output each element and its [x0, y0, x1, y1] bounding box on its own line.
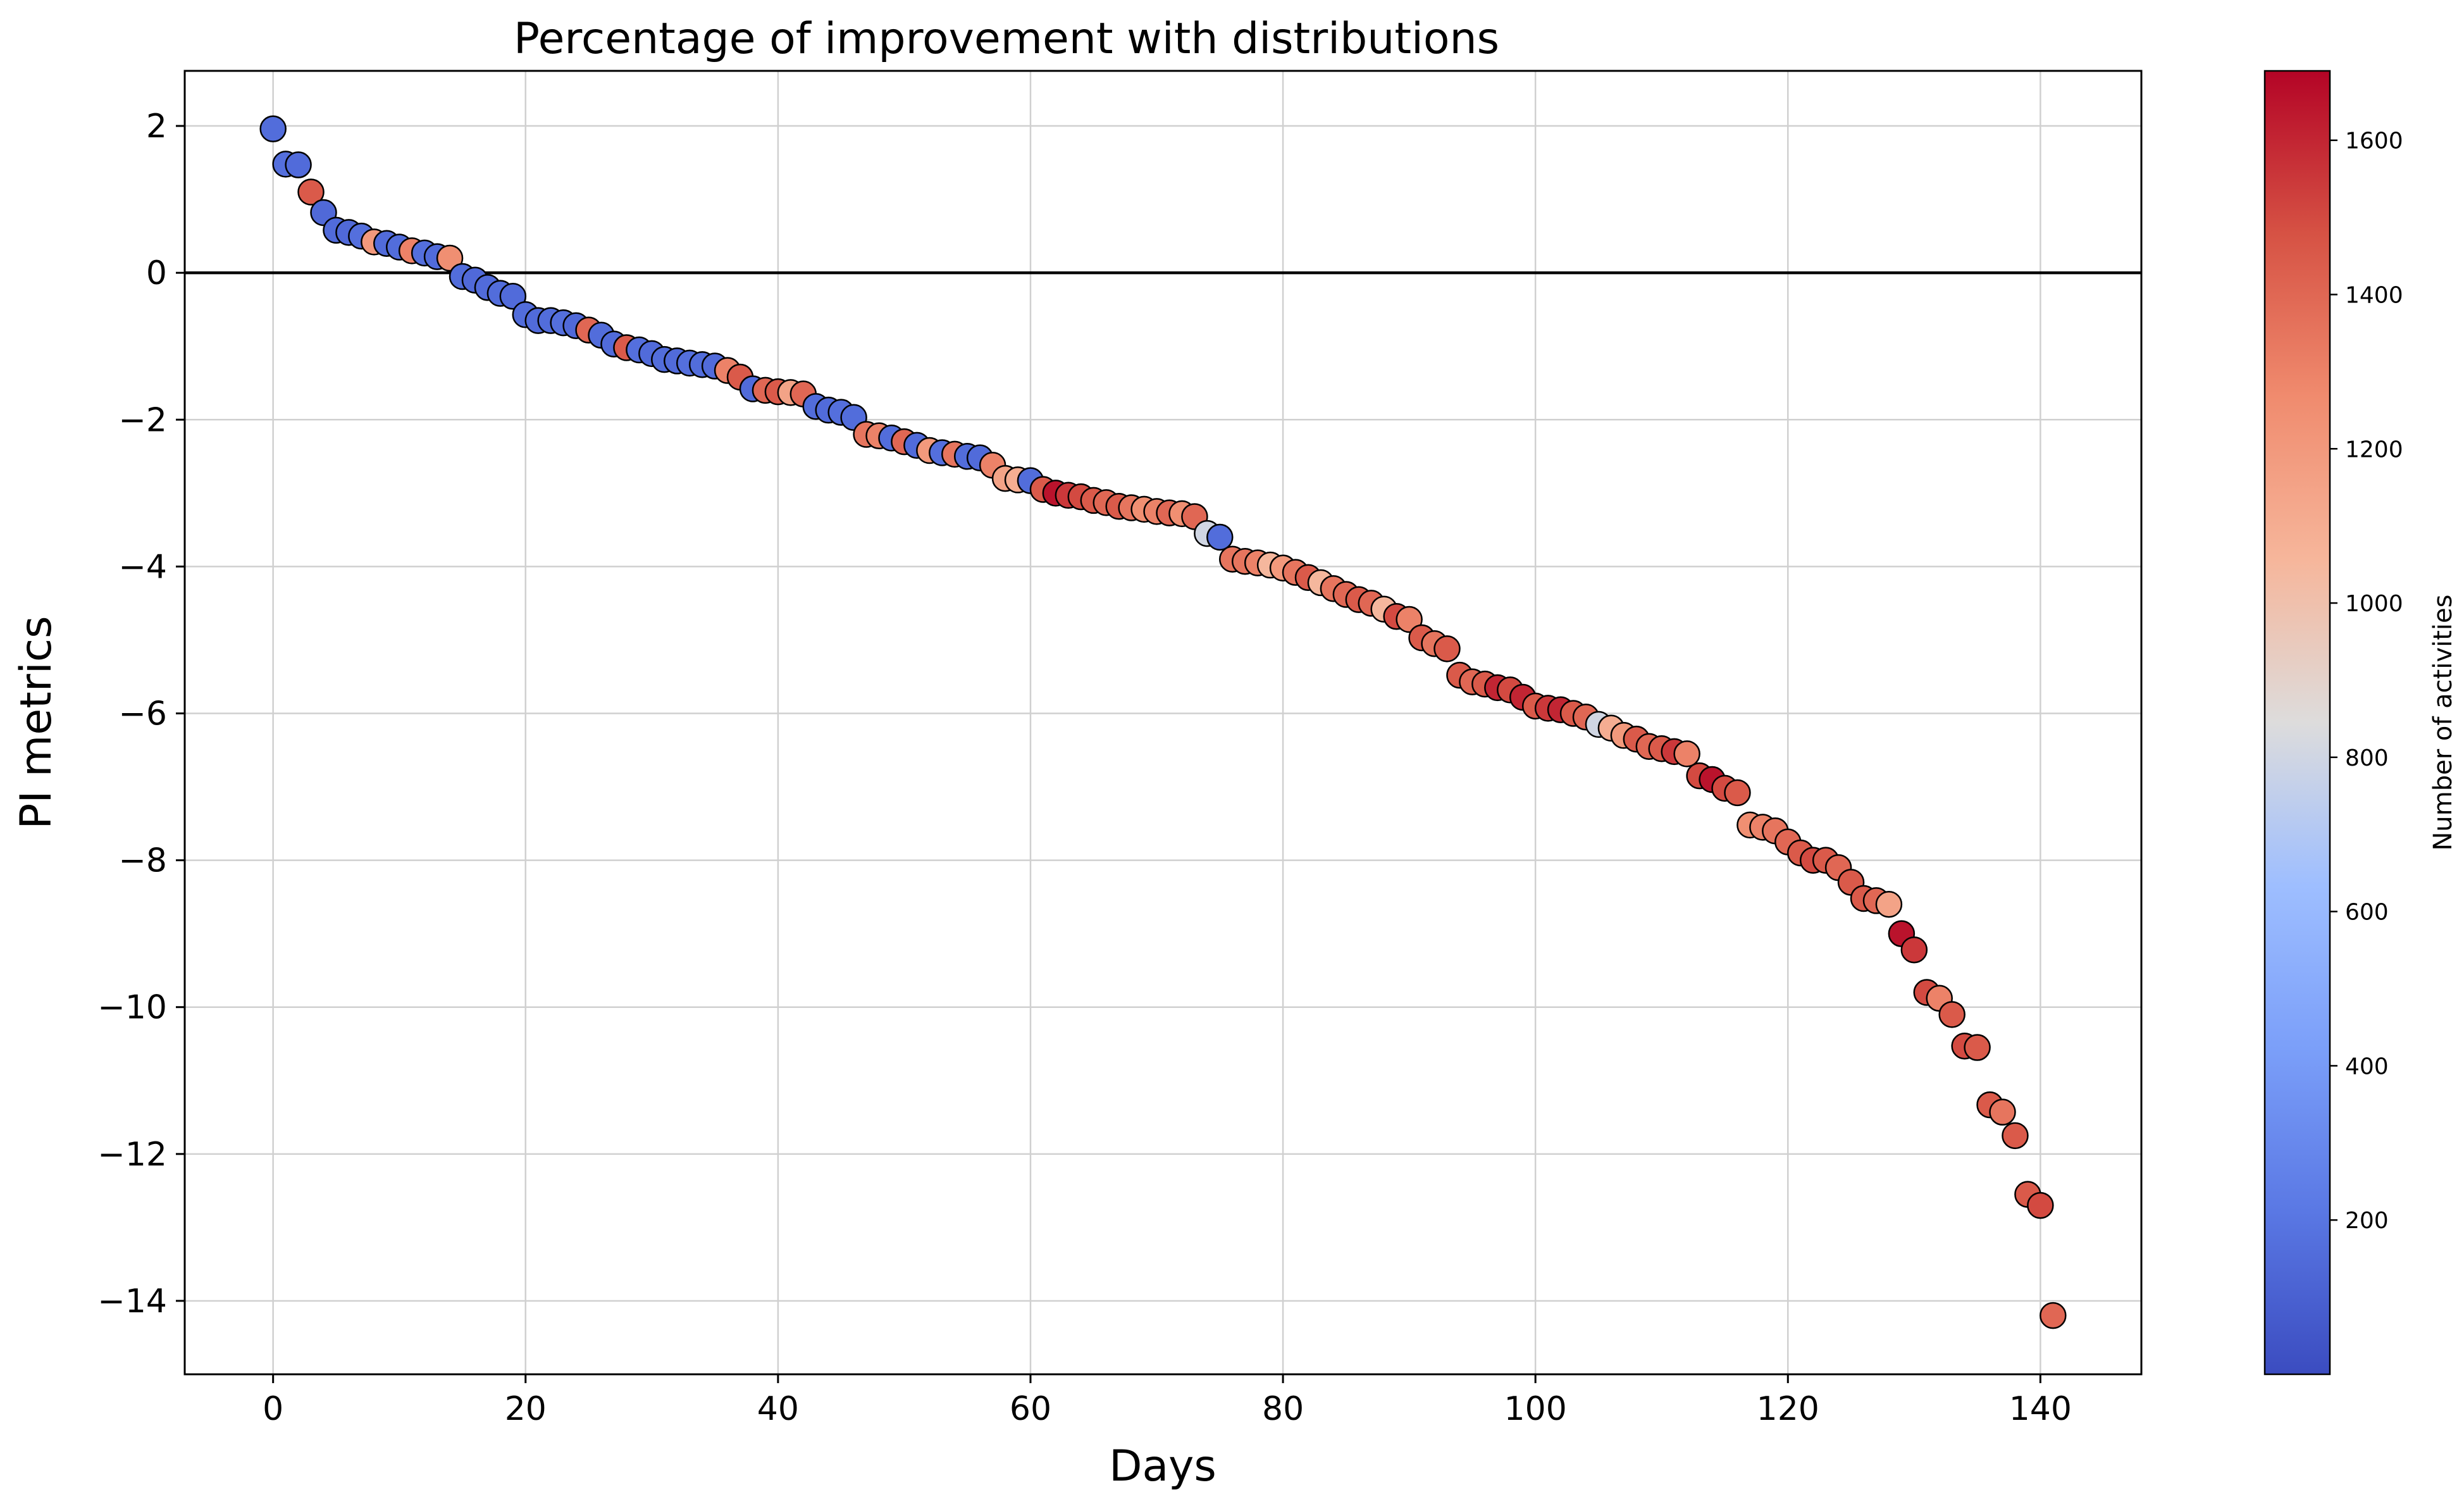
colorbar — [2263, 70, 2331, 1376]
data-point — [1964, 1034, 1991, 1061]
colorbar-label: Number of activities — [2429, 595, 2458, 851]
data-point — [297, 178, 325, 206]
gridlines — [185, 71, 2141, 1374]
colorbar-tick-label: 1000 — [2345, 591, 2403, 617]
data-point — [436, 244, 464, 272]
y-tick-label: −4 — [118, 548, 167, 586]
data-point — [285, 151, 312, 178]
data-point — [1900, 936, 1928, 964]
data-point — [1206, 523, 1234, 551]
data-point — [2027, 1191, 2054, 1219]
data-point — [1396, 606, 1423, 633]
data-point — [499, 283, 527, 310]
y-tick-label: −6 — [118, 695, 167, 733]
data-point — [1989, 1098, 2016, 1126]
x-tick-label: 120 — [1757, 1390, 1819, 1428]
data-point — [1673, 740, 1700, 768]
x-axis-ticks: 0 20 40 60 80 100 120 140 — [263, 1374, 2072, 1428]
y-axis-ticks: 2 0 −2 −4 −6 −8 −10 −12 −14 — [97, 108, 185, 1321]
colorbar-tick-label: 600 — [2345, 900, 2389, 926]
colorbar-tick-label: 200 — [2345, 1208, 2389, 1234]
data-point — [1724, 779, 1751, 807]
x-tick-label: 100 — [1504, 1390, 1567, 1428]
y-axis-label: PI metrics — [11, 616, 61, 829]
colorbar-tick-label: 800 — [2345, 745, 2389, 771]
data-points — [259, 115, 2067, 1329]
y-tick-label: −8 — [118, 842, 167, 880]
colorbar-tick-label: 1600 — [2345, 128, 2403, 154]
plot-frame — [183, 70, 2143, 1376]
x-axis-label: Days — [1109, 1441, 1217, 1491]
data-point — [1433, 635, 1461, 662]
chart-title: Percentage of improvement with distribut… — [514, 14, 1499, 64]
x-tick-label: 80 — [1262, 1390, 1304, 1428]
x-tick-label: 140 — [2009, 1390, 2072, 1428]
data-point — [259, 115, 287, 142]
data-point — [1875, 890, 1903, 918]
colorbar-tick-label: 1400 — [2345, 282, 2403, 308]
x-tick-label: 40 — [757, 1390, 799, 1428]
y-tick-label: −14 — [97, 1283, 167, 1321]
y-tick-label: −2 — [118, 401, 167, 439]
y-tick-label: 2 — [146, 108, 167, 146]
colorbar-ticks: 200 400 600 800 1000 1200 1400 1600 — [2330, 128, 2403, 1234]
x-tick-label: 60 — [1010, 1390, 1051, 1428]
y-tick-label: −10 — [97, 989, 167, 1027]
x-tick-label: 20 — [505, 1390, 547, 1428]
y-tick-label: 0 — [146, 254, 167, 292]
data-point — [2002, 1122, 2029, 1150]
colorbar-tick-label: 1200 — [2345, 437, 2403, 463]
x-tick-label: 0 — [263, 1390, 283, 1428]
y-tick-label: −12 — [97, 1136, 167, 1174]
data-point — [2040, 1302, 2067, 1329]
colorbar-tick-label: 400 — [2345, 1053, 2389, 1079]
data-point — [1938, 1001, 1966, 1028]
